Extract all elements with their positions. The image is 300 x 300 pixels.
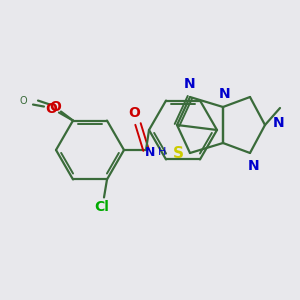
Text: N: N [273, 116, 285, 130]
Text: N: N [219, 87, 231, 101]
Text: N: N [248, 159, 260, 173]
Text: Cl: Cl [94, 200, 110, 214]
Text: O: O [49, 100, 61, 114]
Text: O: O [128, 106, 140, 120]
Text: N: N [145, 146, 156, 158]
Text: N: N [184, 77, 196, 91]
Text: O: O [45, 102, 57, 116]
Text: H: H [158, 147, 167, 157]
Text: S: S [172, 146, 184, 160]
Text: O: O [19, 96, 27, 106]
